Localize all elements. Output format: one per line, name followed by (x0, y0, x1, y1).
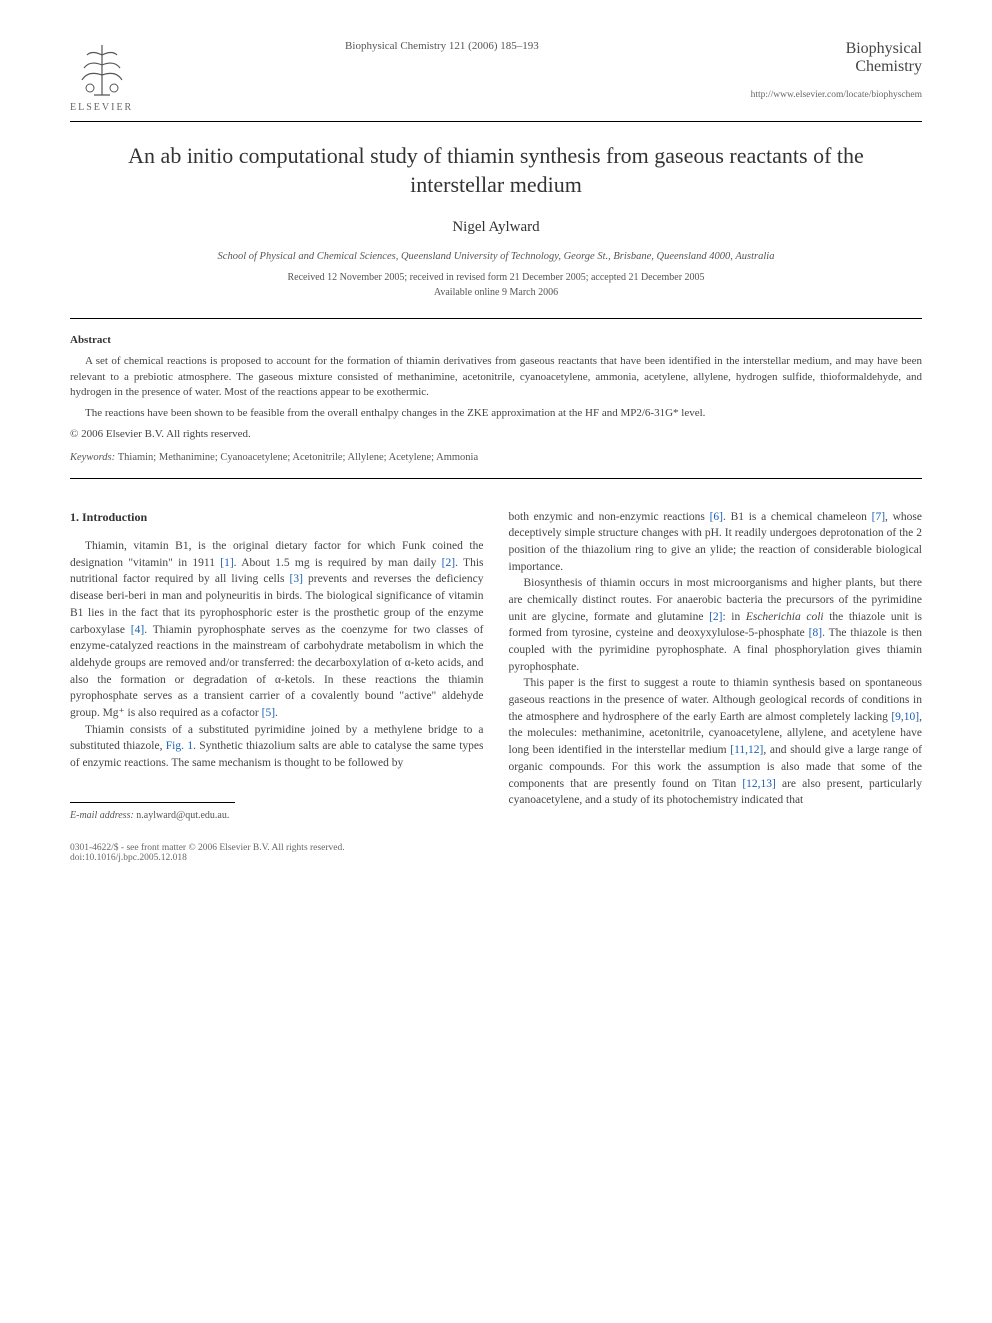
intro-paragraph-3: Biosynthesis of thiamin occurs in most m… (509, 575, 923, 675)
ref-link-2[interactable]: [2] (442, 557, 455, 569)
ref-link-2b[interactable]: [2] (709, 611, 722, 623)
keywords-label: Keywords: (70, 452, 118, 463)
abstract-paragraph-2: The reactions have been shown to be feas… (70, 406, 922, 421)
ref-link-3[interactable]: [3] (290, 573, 303, 585)
intro-paragraph-1: Thiamin, vitamin B1, is the original die… (70, 538, 484, 721)
ref-link-5[interactable]: [5] (262, 707, 275, 719)
right-column: both enzymic and non-enzymic reactions [… (509, 509, 923, 823)
ref-link-9-10[interactable]: [9,10] (891, 711, 919, 723)
footer-front-matter: 0301-4622/$ - see front matter © 2006 El… (70, 843, 922, 853)
journal-header: ELSEVIER Biophysical Chemistry 121 (2006… (70, 40, 922, 113)
author-name: Nigel Aylward (70, 219, 922, 236)
body-two-column: 1. Introduction Thiamin, vitamin B1, is … (70, 509, 922, 823)
email-footnote: E-mail address: n.aylward@qut.edu.au. (70, 802, 235, 824)
email-address: n.aylward@qut.edu.au. (136, 810, 229, 821)
page-footer: 0301-4622/$ - see front matter © 2006 El… (70, 843, 922, 863)
elsevier-tree-icon (72, 40, 132, 100)
journal-title-line2: Chemistry (751, 58, 922, 76)
ref-link-6[interactable]: [6] (710, 511, 723, 523)
ref-link-12-13[interactable]: [12,13] (742, 778, 776, 790)
intro-paragraph-2-cont: both enzymic and non-enzymic reactions [… (509, 509, 923, 576)
ref-link-8[interactable]: [8] (809, 627, 822, 639)
ref-link-1[interactable]: [1] (220, 557, 233, 569)
article-dates: Received 12 November 2005; received in r… (70, 272, 922, 283)
ref-link-11-12[interactable]: [11,12] (730, 744, 763, 756)
abstract-top-rule (70, 318, 922, 319)
keywords-list: Thiamin; Methanimine; Cyanoacetylene; Ac… (118, 452, 478, 463)
article-title: An ab initio computational study of thia… (110, 142, 882, 199)
journal-title-block: Biophysical Chemistry http://www.elsevie… (751, 40, 922, 100)
footer-doi: doi:10.1016/j.bpc.2005.12.018 (70, 853, 922, 863)
publisher-name: ELSEVIER (70, 102, 133, 113)
abstract-paragraph-1: A set of chemical reactions is proposed … (70, 354, 922, 400)
species-name: Escherichia coli (746, 611, 824, 623)
ref-link-4[interactable]: [4] (131, 624, 144, 636)
journal-url: http://www.elsevier.com/locate/biophysch… (751, 90, 922, 100)
abstract-heading: Abstract (70, 334, 922, 346)
journal-title-line1: Biophysical (751, 40, 922, 58)
copyright-line: © 2006 Elsevier B.V. All rights reserved… (70, 428, 922, 440)
email-label: E-mail address: (70, 810, 136, 821)
section-heading-introduction: 1. Introduction (70, 509, 484, 526)
publisher-logo: ELSEVIER (70, 40, 133, 113)
abstract-bottom-rule (70, 478, 922, 479)
intro-paragraph-2: Thiamin consists of a substituted pyrimi… (70, 722, 484, 772)
keywords-block: Keywords: Thiamin; Methanimine; Cyanoace… (70, 452, 922, 463)
left-column: 1. Introduction Thiamin, vitamin B1, is … (70, 509, 484, 823)
header-rule (70, 121, 922, 122)
fig-link-1[interactable]: Fig. 1 (166, 740, 193, 752)
journal-reference: Biophysical Chemistry 121 (2006) 185–193 (345, 40, 539, 52)
ref-link-7[interactable]: [7] (872, 511, 885, 523)
intro-paragraph-4: This paper is the first to suggest a rou… (509, 675, 923, 808)
available-online-date: Available online 9 March 2006 (70, 287, 922, 298)
author-affiliation: School of Physical and Chemical Sciences… (70, 251, 922, 262)
